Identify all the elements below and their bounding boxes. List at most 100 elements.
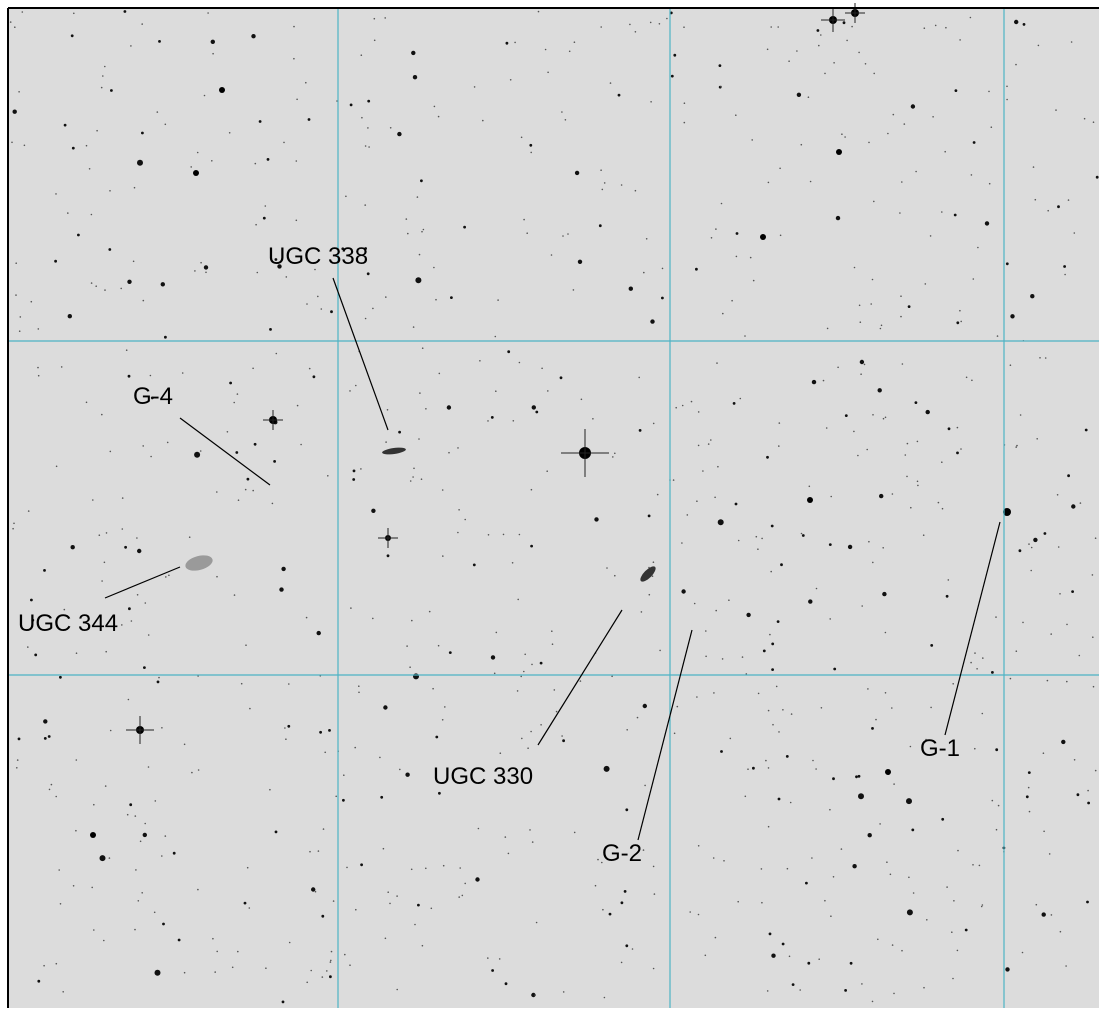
star	[441, 719, 444, 721]
star	[702, 470, 704, 472]
star	[785, 755, 789, 758]
star	[59, 903, 62, 905]
star	[364, 317, 367, 320]
star	[463, 225, 466, 229]
star	[372, 307, 374, 310]
star	[846, 39, 848, 42]
star	[529, 829, 531, 831]
star	[246, 477, 250, 481]
star	[925, 738, 927, 741]
star	[648, 593, 651, 596]
star	[341, 247, 345, 251]
star	[418, 253, 421, 256]
star	[697, 913, 700, 916]
star	[264, 205, 267, 207]
star	[965, 376, 968, 379]
star	[285, 738, 287, 740]
star	[844, 414, 848, 417]
star	[562, 739, 565, 743]
star	[1064, 273, 1066, 276]
star	[693, 602, 696, 605]
star	[903, 123, 906, 125]
star	[629, 23, 631, 26]
star	[778, 422, 781, 424]
star	[197, 888, 199, 891]
star	[214, 971, 216, 973]
star	[959, 39, 961, 41]
star	[364, 204, 367, 206]
star	[672, 479, 675, 481]
star	[1025, 795, 1029, 799]
star	[737, 539, 740, 542]
star	[861, 605, 863, 607]
star	[253, 442, 257, 446]
star	[1039, 357, 1041, 359]
star	[216, 950, 218, 953]
star	[916, 480, 919, 483]
star	[205, 271, 207, 274]
star	[105, 650, 107, 653]
star	[745, 673, 748, 675]
star	[815, 768, 817, 770]
star	[319, 730, 322, 734]
star	[191, 771, 193, 774]
star	[930, 644, 934, 647]
star	[551, 643, 554, 645]
star	[818, 44, 820, 47]
star	[70, 34, 74, 38]
star	[310, 969, 313, 972]
star	[129, 803, 133, 807]
star	[603, 996, 606, 999]
star	[886, 861, 888, 863]
star	[127, 607, 131, 611]
star	[317, 295, 319, 298]
star	[609, 82, 612, 84]
star	[229, 381, 233, 385]
star	[602, 908, 604, 911]
star	[1034, 198, 1037, 201]
star	[580, 398, 583, 401]
star	[396, 988, 399, 991]
star	[832, 777, 835, 781]
star	[162, 922, 165, 926]
star	[1005, 967, 1010, 972]
star	[1059, 930, 1062, 933]
star	[844, 136, 846, 138]
star	[490, 416, 494, 419]
star	[459, 867, 462, 869]
star	[953, 900, 955, 902]
star	[867, 833, 872, 838]
star	[413, 673, 419, 680]
star	[90, 213, 93, 216]
star	[825, 427, 828, 429]
star	[236, 393, 239, 395]
star	[464, 518, 467, 521]
star	[31, 618, 35, 622]
star	[884, 631, 887, 634]
star	[857, 454, 859, 457]
star	[1076, 793, 1080, 797]
star	[352, 469, 356, 473]
star	[915, 170, 917, 173]
star	[108, 248, 112, 251]
star	[1092, 636, 1094, 638]
star	[875, 718, 877, 721]
star	[737, 900, 739, 903]
star	[320, 308, 323, 310]
star	[1028, 810, 1031, 813]
star	[757, 548, 759, 550]
star	[373, 39, 376, 42]
star	[133, 186, 136, 189]
star	[103, 561, 106, 564]
leader-line	[179, 417, 271, 486]
star	[712, 857, 715, 859]
star	[141, 892, 143, 894]
star	[1047, 209, 1049, 212]
star	[529, 143, 533, 147]
star	[193, 170, 199, 176]
star	[309, 850, 311, 853]
star	[414, 923, 416, 926]
star	[879, 823, 881, 825]
star	[219, 87, 225, 93]
star	[686, 514, 689, 516]
